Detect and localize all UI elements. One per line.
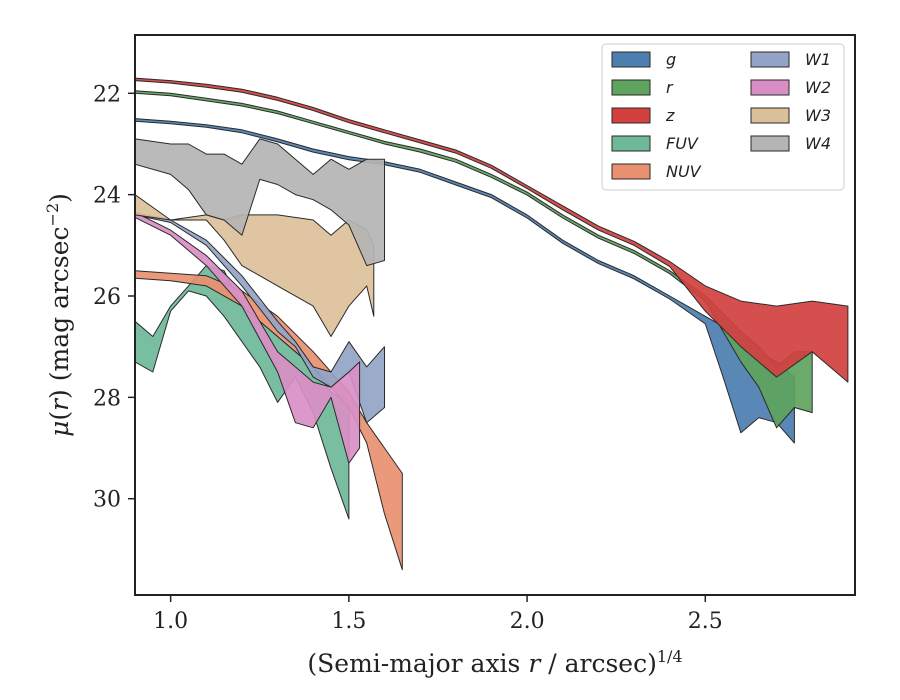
legend-label-w2: W2 bbox=[805, 78, 831, 97]
legend-label-w4: W4 bbox=[805, 134, 831, 153]
legend-label-z: z bbox=[665, 106, 675, 125]
legend-label-g: g bbox=[666, 50, 676, 69]
legend-swatch-w3 bbox=[750, 107, 790, 124]
legend-swatch-nuv bbox=[611, 163, 651, 180]
x-tick-label: 1.5 bbox=[331, 609, 366, 634]
band-g bbox=[135, 118, 795, 444]
legend-label-r: r bbox=[666, 78, 674, 97]
band-z bbox=[135, 77, 849, 383]
y-tick-label: 30 bbox=[93, 488, 121, 513]
profile-bands bbox=[135, 77, 849, 571]
legend-swatch-w4 bbox=[750, 135, 790, 152]
x-tick-label: 2.0 bbox=[510, 609, 545, 634]
band-r bbox=[135, 90, 813, 429]
legend-swatch-z bbox=[611, 107, 651, 124]
legend-swatch-g bbox=[611, 51, 651, 68]
legend-label-nuv: NUV bbox=[666, 162, 702, 181]
y-tick-label: 28 bbox=[93, 386, 121, 411]
legend-swatch-w2 bbox=[750, 79, 790, 96]
x-tick-label: 2.5 bbox=[688, 609, 723, 634]
legend-swatch-w1 bbox=[750, 51, 790, 68]
x-tick-label: 1.0 bbox=[153, 609, 188, 634]
legend-label-w3: W3 bbox=[805, 106, 831, 125]
legend: grz FUV NUV W1 W2 W3 W4 bbox=[601, 43, 845, 191]
y-tick-label: 24 bbox=[93, 184, 121, 209]
x-axis-ticks: 1.0 1.5 2.0 2.5 bbox=[153, 595, 723, 634]
band-w1 bbox=[135, 211, 385, 424]
legend-swatch-r bbox=[611, 79, 651, 96]
legend-swatch-fuv bbox=[611, 135, 651, 152]
y-axis-ticks: 22 24 26 28 30 bbox=[93, 82, 135, 513]
y-tick-label: 22 bbox=[93, 82, 121, 107]
y-axis-title: μ(r) (mag arcsec−2) bbox=[43, 193, 74, 437]
band-w4 bbox=[135, 138, 385, 267]
legend-label-fuv: FUV bbox=[666, 134, 699, 153]
y-tick-label: 26 bbox=[93, 285, 121, 310]
plot-frame bbox=[134, 34, 856, 596]
legend-label-w1: W1 bbox=[805, 50, 831, 69]
x-axis-title: (Semi-major axis r / arcsec)1/4 bbox=[307, 647, 682, 678]
band-w2 bbox=[135, 211, 361, 464]
